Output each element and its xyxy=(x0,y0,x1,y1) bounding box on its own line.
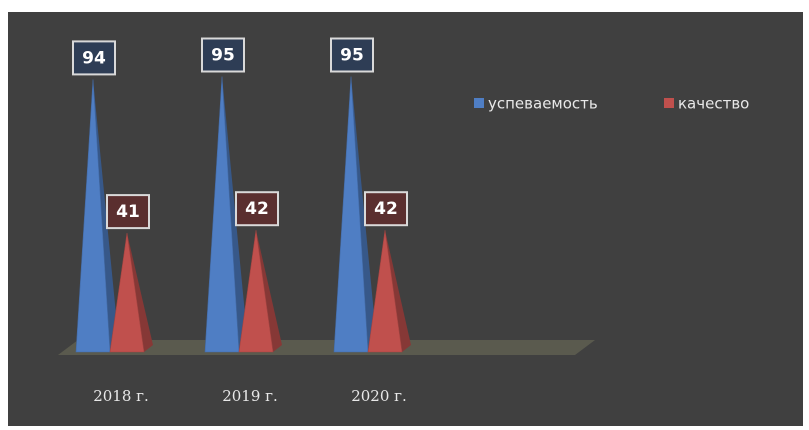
data-label-box xyxy=(235,191,279,227)
data-label-box xyxy=(72,40,116,76)
floor xyxy=(58,340,595,355)
data-label: 41 xyxy=(116,202,140,222)
data-label-box xyxy=(330,37,374,73)
x-tick-label: 2018 г. xyxy=(93,387,149,405)
legend-swatch xyxy=(664,98,674,108)
data-label-box xyxy=(106,194,150,230)
pyramid-front xyxy=(238,230,274,353)
data-label: 42 xyxy=(374,199,398,219)
x-tick-label: 2019 г. xyxy=(222,387,278,405)
data-label: 95 xyxy=(340,46,364,66)
pyramid xyxy=(367,230,411,353)
pyramid-side xyxy=(256,230,282,352)
legend-label: успеваемость xyxy=(488,95,598,113)
pyramid xyxy=(238,230,282,353)
data-label: 94 xyxy=(82,48,106,68)
data-label-box xyxy=(201,37,245,73)
x-tick-label: 2020 г. xyxy=(351,387,407,405)
legend-label: качество xyxy=(678,95,749,113)
data-label: 42 xyxy=(245,199,269,219)
pyramid xyxy=(109,233,153,353)
pyramid-front xyxy=(204,76,240,353)
data-label: 95 xyxy=(211,46,235,66)
data-label-box xyxy=(364,191,408,227)
pyramid-side xyxy=(127,233,153,352)
pyramid-front xyxy=(367,230,403,353)
pyramid-front xyxy=(75,79,111,353)
pyramid-front xyxy=(333,76,369,353)
pyramid-side xyxy=(385,230,411,352)
legend-swatch xyxy=(474,98,484,108)
pyramid-front xyxy=(109,233,145,353)
